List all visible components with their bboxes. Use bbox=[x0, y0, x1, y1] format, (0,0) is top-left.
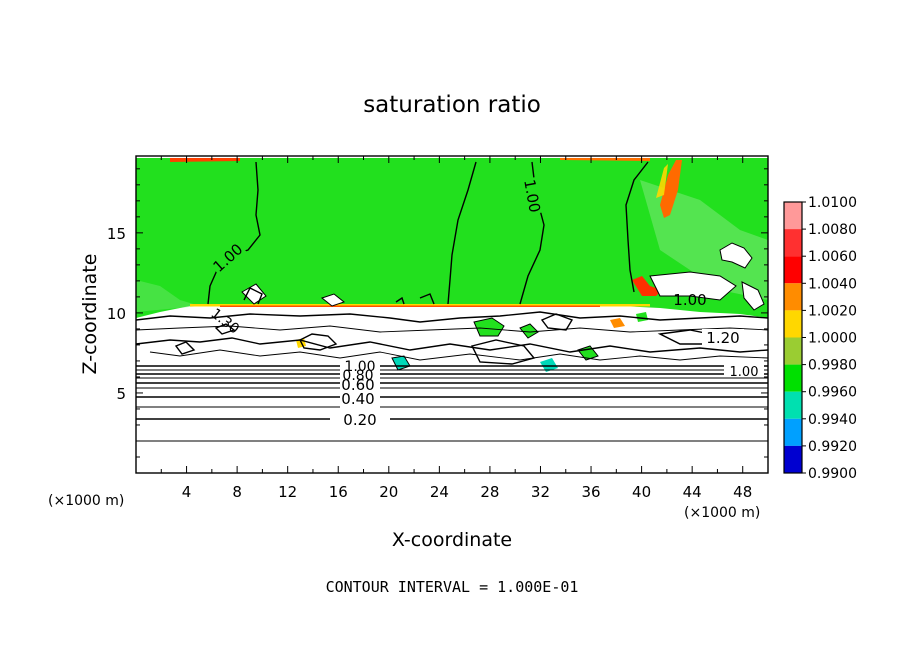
contour-label: 0.80 bbox=[342, 368, 373, 384]
x-tick-label: 24 bbox=[430, 483, 449, 501]
colorbar-label: 0.9940 bbox=[808, 412, 857, 428]
colorbar-label: 0.9960 bbox=[808, 385, 857, 401]
moist-pocket bbox=[540, 358, 558, 372]
label-bg bbox=[724, 365, 764, 377]
x-tick-label: 12 bbox=[278, 483, 297, 501]
colorbar-swatch bbox=[784, 283, 802, 311]
saturated-region bbox=[136, 158, 768, 318]
colorbar-label: 0.9920 bbox=[808, 439, 857, 455]
contour-label: 1.00 bbox=[673, 291, 706, 309]
colorbar-swatch bbox=[784, 256, 802, 284]
moist-pocket bbox=[519, 323, 539, 339]
colorbar-swatch bbox=[784, 445, 802, 473]
contour-label: 1.00 bbox=[730, 365, 759, 380]
contour-label: 1.00 bbox=[520, 178, 544, 214]
label-bg bbox=[340, 360, 380, 412]
supersat-streak bbox=[660, 160, 682, 218]
light-green-haze bbox=[136, 280, 200, 312]
supersat-patch bbox=[632, 276, 662, 296]
contour-line bbox=[447, 161, 477, 305]
colorbar-swatch bbox=[784, 310, 802, 338]
colorbar-label: 0.9900 bbox=[808, 466, 857, 482]
colorbar-swatch bbox=[784, 229, 802, 257]
plot-frame bbox=[135, 155, 769, 474]
contour-label: 1.00 bbox=[344, 359, 375, 375]
contour-line bbox=[419, 293, 435, 305]
x-tick-label: 36 bbox=[581, 483, 600, 501]
y-tick-label: 15 bbox=[107, 225, 126, 243]
contour-line bbox=[135, 311, 769, 323]
contour-line bbox=[214, 323, 236, 335]
x-tick-label: 48 bbox=[733, 483, 752, 501]
supersat-patch bbox=[610, 318, 625, 328]
colorbar-swatch bbox=[784, 418, 802, 446]
contour-label: 0.40 bbox=[341, 390, 374, 408]
supersat-top-edge bbox=[560, 158, 650, 161]
light-green-haze bbox=[640, 180, 768, 300]
colorbar-swatch bbox=[784, 202, 802, 230]
contour-interval-note: CONTOUR INTERVAL = 1.000E-01 bbox=[326, 578, 579, 596]
contour-label: 1.20 bbox=[706, 329, 739, 347]
dry-pocket bbox=[719, 242, 753, 269]
contour-line bbox=[174, 341, 196, 355]
y-axis-label: Z-coordinate bbox=[79, 254, 101, 375]
chart-title: saturation ratio bbox=[363, 92, 541, 118]
colorbar-label: 1.0020 bbox=[808, 303, 857, 319]
x-tick-label: 28 bbox=[480, 483, 499, 501]
colorbar-label: 0.9980 bbox=[808, 358, 857, 374]
x-tick-label: 40 bbox=[632, 483, 651, 501]
cloud-top-edge bbox=[220, 305, 600, 307]
contour-line bbox=[149, 349, 769, 361]
colorbar-label: 1.0080 bbox=[808, 222, 857, 238]
contour-line bbox=[243, 287, 263, 305]
colorbar-label: 1.0040 bbox=[808, 276, 857, 292]
x-axis-unit-left: (×1000 m) bbox=[48, 493, 124, 509]
moist-pocket bbox=[473, 317, 505, 337]
colorbar-label: 1.0000 bbox=[808, 331, 857, 347]
x-tick-label: 44 bbox=[683, 483, 702, 501]
x-tick-label: 20 bbox=[379, 483, 398, 501]
stratified-contours bbox=[136, 365, 768, 442]
x-tick-label: 16 bbox=[329, 483, 348, 501]
dry-pocket bbox=[741, 281, 765, 311]
moist-pocket bbox=[636, 312, 648, 322]
supersat-top-edge bbox=[170, 158, 240, 162]
label-bg bbox=[520, 176, 544, 216]
x-tick-label: 8 bbox=[232, 483, 242, 501]
supersat-streak bbox=[656, 164, 668, 198]
colorbar: 1.0100 1.0080 1.0060 1.0040 1.0020 1.0000 0.99… bbox=[783, 195, 857, 482]
x-tick-label: 32 bbox=[531, 483, 550, 501]
cloud-top-edge bbox=[190, 304, 650, 307]
y-axis-ticks: 5 10 15 bbox=[107, 168, 768, 458]
y-tick-label: 5 bbox=[116, 385, 126, 403]
x-tick-label: 4 bbox=[182, 483, 192, 501]
label-bg bbox=[702, 329, 744, 345]
contour-line bbox=[135, 325, 769, 333]
colorbar-label: 1.0060 bbox=[808, 249, 857, 265]
dry-pocket bbox=[320, 293, 346, 307]
x-axis-label: X-coordinate bbox=[392, 529, 512, 551]
y-axis-unit-right: (×1000 m) bbox=[684, 505, 760, 521]
contour-line bbox=[625, 161, 649, 293]
dry-pocket bbox=[649, 271, 737, 301]
contour-line bbox=[540, 313, 574, 331]
colorbar-swatch bbox=[784, 337, 802, 365]
saturated-contours bbox=[207, 161, 649, 305]
label-bg bbox=[209, 240, 247, 276]
y-tick-label: 10 bbox=[107, 305, 126, 323]
contour-label: 0.20 bbox=[343, 411, 376, 429]
colorbar-swatch bbox=[784, 391, 802, 419]
contour-line bbox=[207, 161, 261, 305]
contour-label: 0.60 bbox=[341, 376, 374, 394]
contour-line bbox=[395, 296, 405, 305]
contour-labels: 1.00 1.00 1.30 1.00 1.20 1.00 1.00 0.80 … bbox=[208, 176, 764, 429]
colorbar-label: 1.0100 bbox=[808, 195, 857, 211]
x-axis-ticks: 4 8 12 16 20 24 28 32 36 40 44 48 bbox=[160, 156, 752, 501]
colorbar-swatch bbox=[784, 364, 802, 392]
contour-line bbox=[135, 337, 769, 353]
contour-line bbox=[299, 333, 338, 351]
contour-line bbox=[470, 339, 536, 365]
